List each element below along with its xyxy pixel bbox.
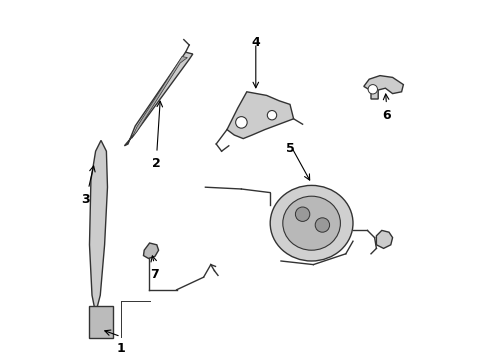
Text: 5: 5 [286,142,294,155]
Text: 6: 6 [382,109,391,122]
Polygon shape [227,92,294,139]
Polygon shape [376,230,392,248]
Polygon shape [132,57,187,139]
Text: 2: 2 [152,157,161,170]
Polygon shape [144,243,159,258]
Polygon shape [364,76,403,99]
Text: 7: 7 [150,268,159,281]
Bar [90,306,113,338]
Ellipse shape [283,196,341,250]
Ellipse shape [270,185,353,261]
Text: 1: 1 [117,342,125,355]
Polygon shape [124,52,193,146]
Text: 4: 4 [251,36,260,49]
Circle shape [295,207,310,221]
Text: 3: 3 [81,193,90,206]
Circle shape [315,218,330,232]
Circle shape [236,117,247,128]
Circle shape [268,111,277,120]
Circle shape [368,85,377,94]
Polygon shape [90,140,107,313]
